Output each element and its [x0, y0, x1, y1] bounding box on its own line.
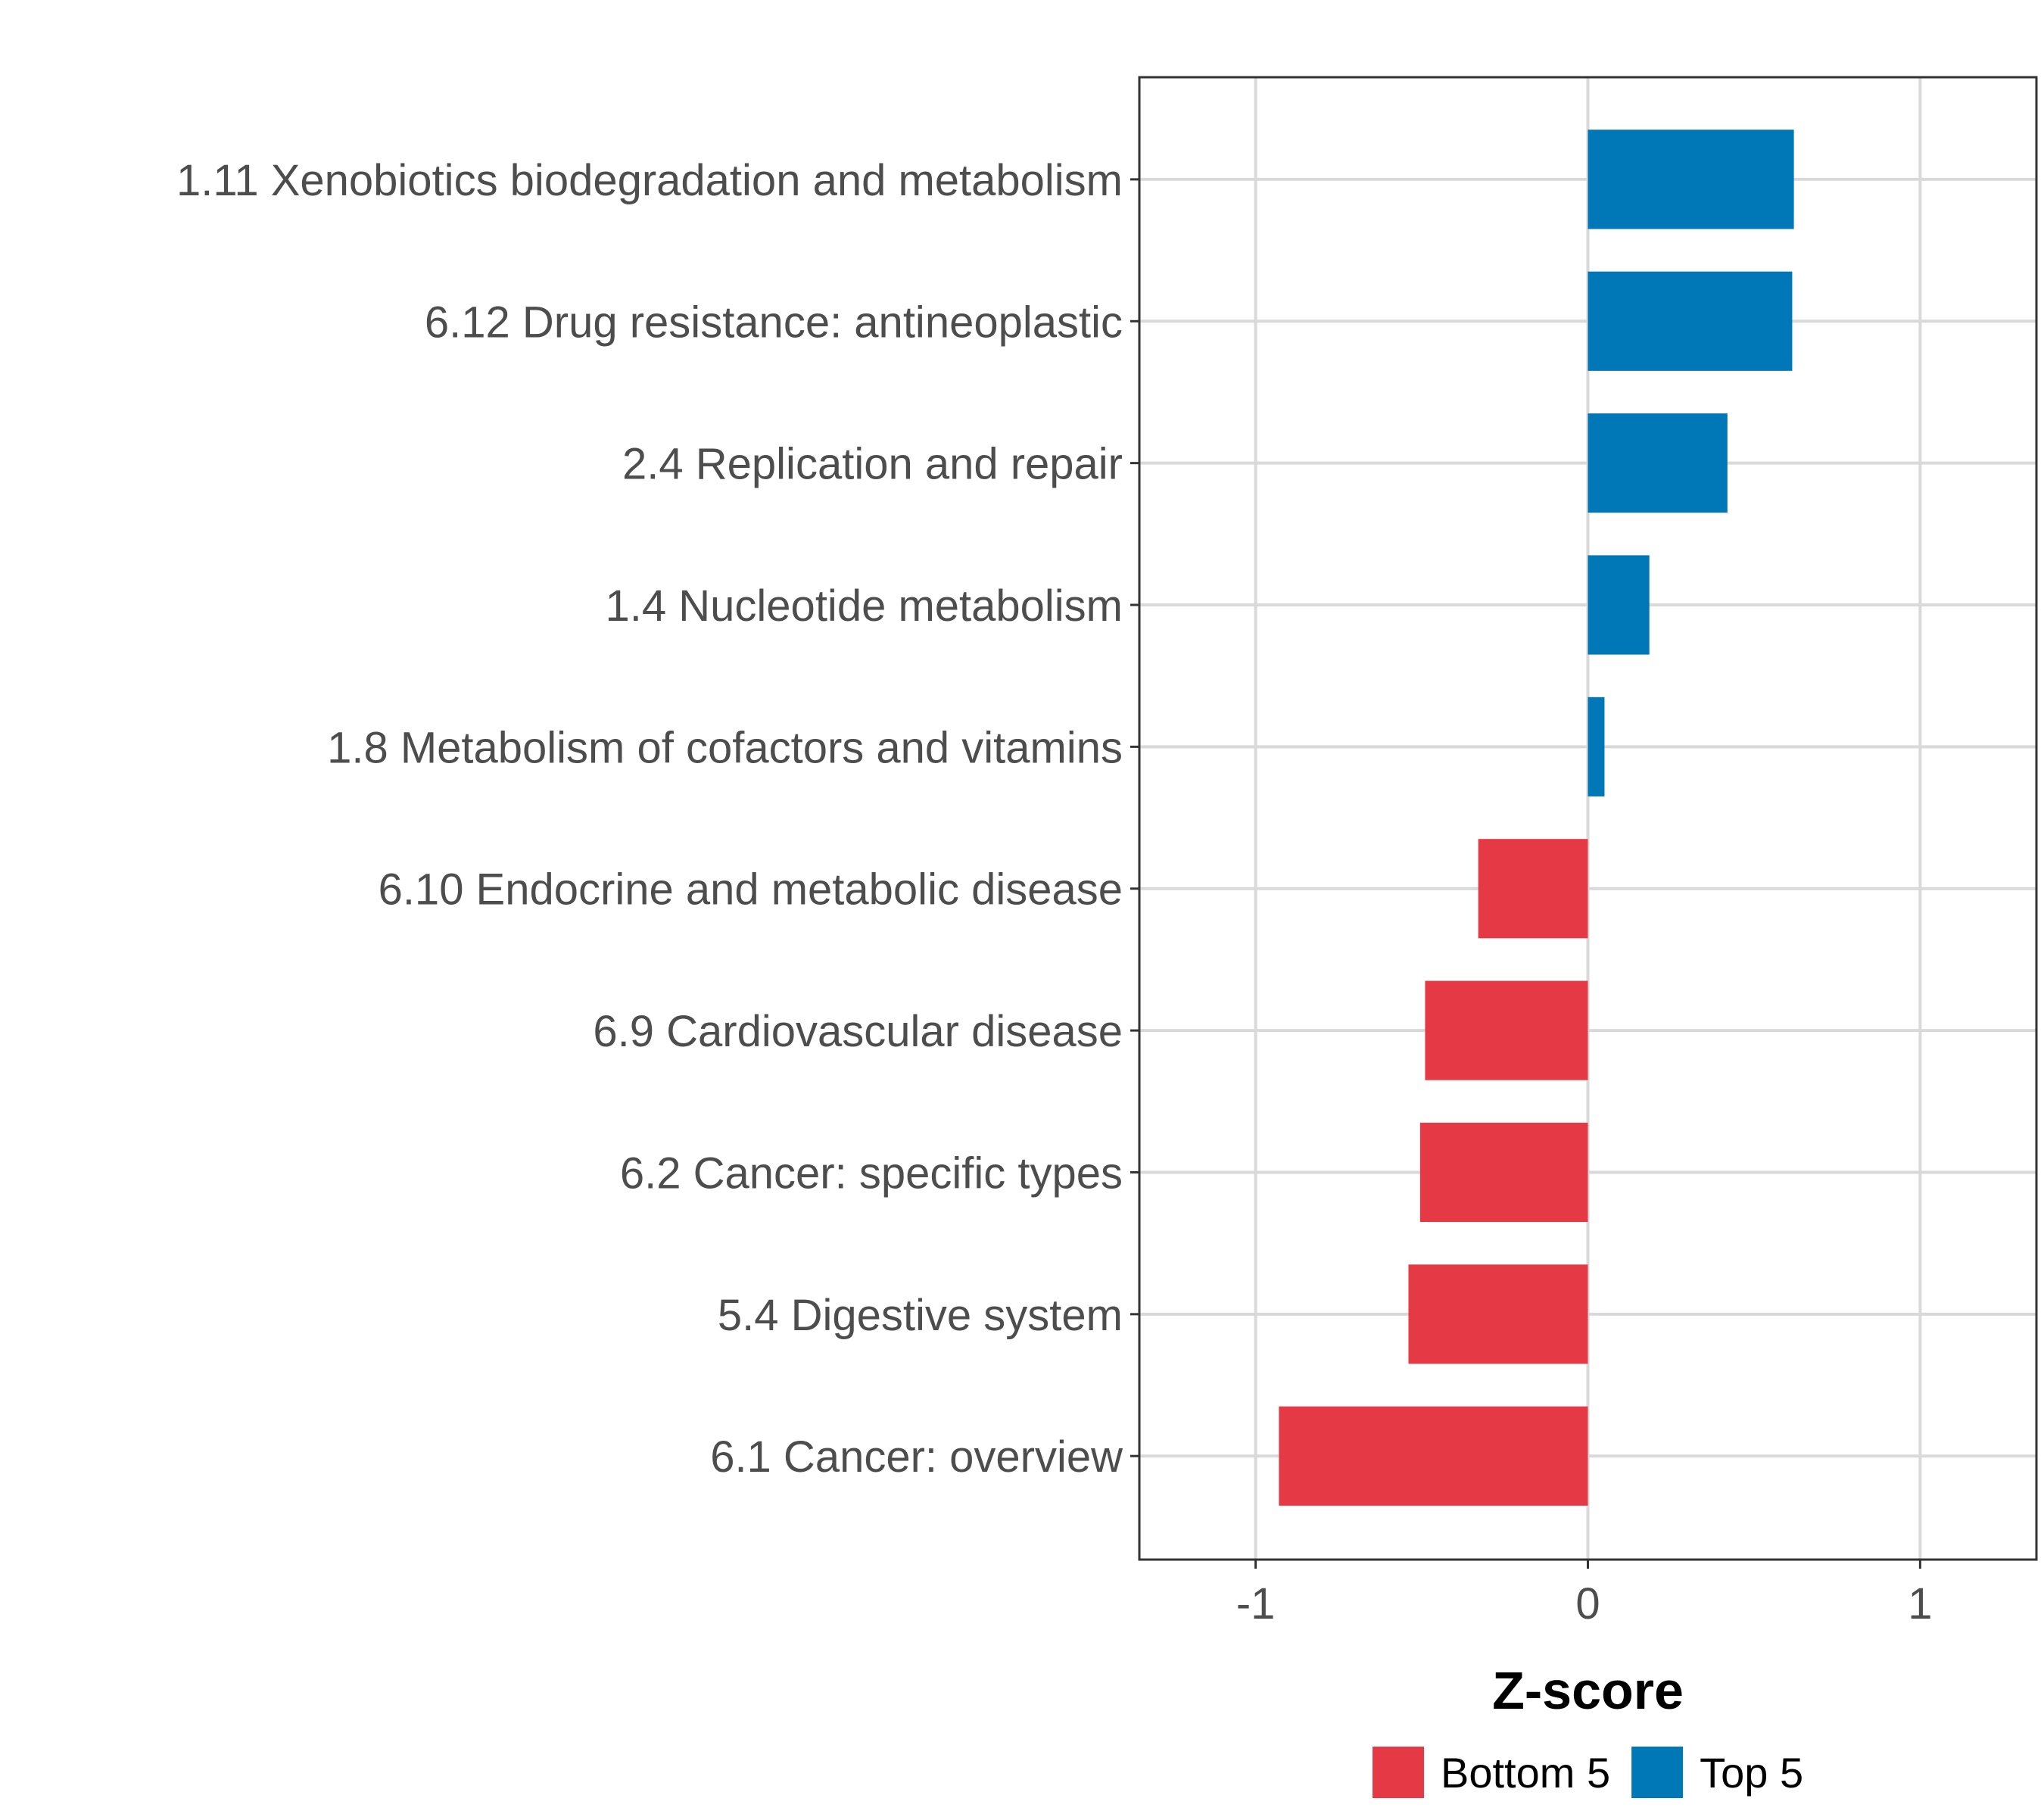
bar — [1478, 839, 1588, 939]
x-tick-label: 0 — [1575, 1579, 1600, 1628]
x-tick-label: 1 — [1908, 1579, 1932, 1628]
ticks-layer — [1130, 178, 1921, 1569]
category-label: 6.1 Cancer: overview — [710, 1432, 1123, 1482]
category-label: 1.8 Metabolism of cofactors and vitamins — [327, 723, 1123, 772]
bar — [1588, 697, 1605, 796]
category-label: 1.4 Nucleotide metabolism — [606, 581, 1123, 631]
bar — [1425, 980, 1588, 1080]
bars-layer — [1279, 129, 1794, 1506]
labels-layer: 1.11 Xenobiotics biodegradation and meta… — [176, 156, 1933, 1628]
category-label: 6.2 Cancer: specific types — [620, 1148, 1123, 1198]
bar — [1408, 1264, 1588, 1364]
category-label: 6.9 Cardiovascular disease — [593, 1007, 1123, 1056]
legend-label: Bottom 5 — [1441, 1749, 1610, 1797]
category-label: 6.10 Endocrine and metabolic disease — [379, 865, 1123, 915]
x-axis-title: Z-score — [1492, 1661, 1684, 1720]
category-label: 5.4 Digestive system — [718, 1291, 1123, 1340]
bar — [1419, 1122, 1588, 1223]
legend-swatch — [1373, 1747, 1424, 1798]
legend-label: Top 5 — [1700, 1749, 1803, 1797]
bar — [1588, 129, 1794, 229]
category-label: 6.12 Drug resistance: antineoplastic — [425, 298, 1123, 347]
category-label: 2.4 Replication and repair — [622, 440, 1123, 489]
bar — [1588, 413, 1728, 513]
legend-swatch — [1631, 1747, 1684, 1798]
x-tick-label: -1 — [1236, 1579, 1276, 1628]
legend: Bottom 5 Top 5 — [1373, 1747, 1803, 1798]
bar — [1279, 1406, 1588, 1506]
category-label: 1.11 Xenobiotics biodegradation and meta… — [176, 156, 1123, 205]
bar — [1588, 555, 1650, 655]
bar — [1588, 271, 1793, 371]
